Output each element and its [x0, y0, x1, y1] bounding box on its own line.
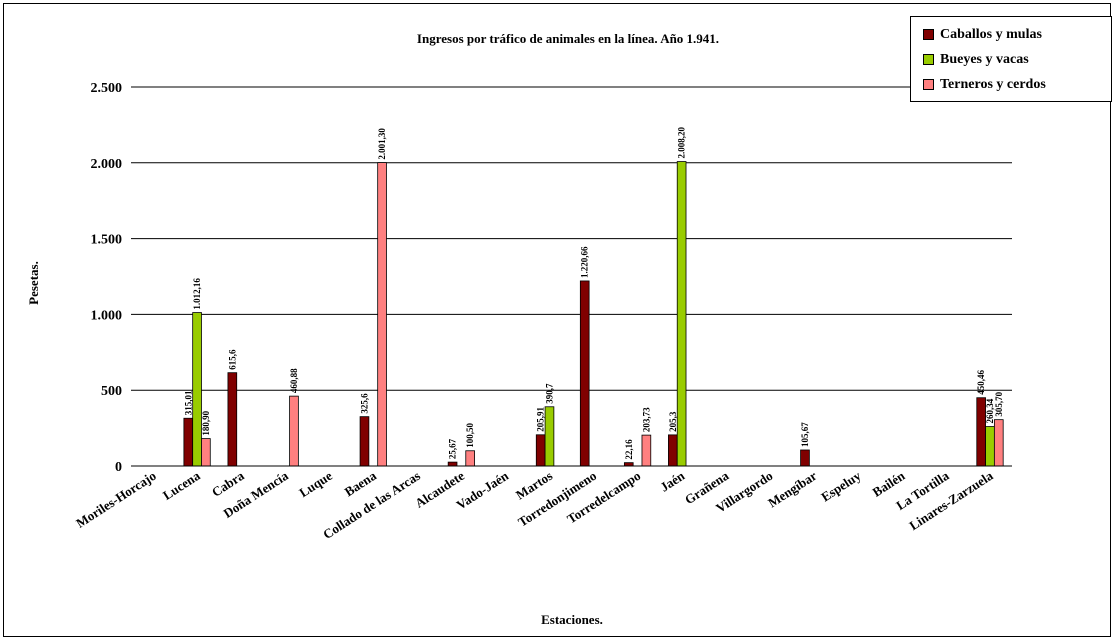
data-label: 390,7 [544, 383, 554, 404]
legend: Caballos y mulas Bueyes y vacas Terneros… [910, 16, 1112, 102]
x-tick-label: Espeluy [818, 468, 864, 505]
y-tick-label: 2.000 [91, 157, 123, 172]
legend-item-caballos: Caballos y mulas [923, 22, 1111, 47]
data-label: 25,67 [448, 438, 458, 459]
y-tick-label: 0 [115, 460, 122, 475]
bar [201, 438, 211, 467]
x-tick-label: Luque [296, 468, 335, 500]
legend-item-bueyes: Bueyes y vacas [923, 47, 1111, 72]
bar [641, 434, 652, 467]
y-tick-label: 1.500 [91, 233, 123, 248]
legend-swatch-terneros [923, 79, 934, 90]
legend-label-bueyes: Bueyes y vacas [940, 51, 1029, 67]
legend-label-terneros: Terneros y cerdos [940, 76, 1046, 92]
bar [544, 406, 555, 467]
y-axis-title: Pesetas. [26, 261, 41, 305]
data-label: 180,90 [201, 410, 211, 435]
data-label: 460,88 [289, 368, 299, 393]
data-label: 2.008,20 [677, 127, 687, 159]
legend-swatch-caballos [923, 29, 934, 40]
data-label: 260,34 [985, 398, 995, 423]
data-label: 105,67 [800, 422, 810, 447]
data-label: 1.220,66 [580, 246, 590, 278]
x-tick-label: Lucena [160, 468, 203, 503]
legend-label-caballos: Caballos y mulas [940, 26, 1042, 42]
data-label: 203,73 [641, 407, 651, 432]
data-label: 305,70 [994, 391, 1004, 416]
bar [985, 426, 995, 467]
data-label: 1.012,16 [192, 278, 202, 310]
bar [465, 450, 475, 467]
bar [183, 417, 194, 467]
y-tick-label: 1.000 [91, 308, 123, 323]
data-labels: 315,01 1.012,16 180,90 615,6 460,88 325,6 2.00… [183, 127, 1004, 460]
bar [447, 461, 458, 467]
bar [668, 434, 678, 467]
data-label: 315,01 [183, 390, 193, 415]
bar [623, 462, 634, 467]
data-label: 22,16 [624, 439, 634, 460]
data-label: 2.001,30 [377, 128, 387, 160]
y-tick-label: 500 [101, 384, 122, 399]
legend-swatch-bueyes [923, 54, 934, 65]
data-label: 205,91 [536, 407, 546, 432]
bar [579, 280, 590, 467]
x-tick-label: Jaén [657, 468, 688, 495]
chart-title: Ingresos por tráfico de animales en la l… [417, 31, 719, 46]
chart-frame [3, 3, 1111, 637]
bar [377, 162, 387, 467]
bar [800, 449, 810, 467]
bar [993, 419, 1004, 467]
bars [183, 161, 1004, 467]
legend-item-terneros: Terneros y cerdos [923, 72, 1111, 97]
data-label: 615,6 [227, 349, 237, 370]
bar [289, 395, 299, 467]
data-label: 100,50 [465, 423, 475, 448]
bar [227, 372, 238, 467]
bar [535, 434, 546, 467]
y-tick-label: 2.500 [91, 81, 123, 96]
bar [359, 416, 370, 467]
x-axis-title: Estaciones. [541, 612, 603, 627]
data-label: 325,6 [359, 393, 369, 414]
data-label: 205,3 [668, 411, 678, 432]
data-label: 450,46 [976, 369, 986, 394]
grid-lines [131, 86, 1012, 391]
bar [192, 312, 202, 467]
x-tick-label: Moriles-Horcajo [73, 468, 158, 531]
x-tick-label: Mengíbar [765, 468, 819, 511]
y-axis-ticks: 0 500 1.000 1.500 2.000 2.500 [91, 81, 123, 475]
bar [676, 161, 687, 467]
